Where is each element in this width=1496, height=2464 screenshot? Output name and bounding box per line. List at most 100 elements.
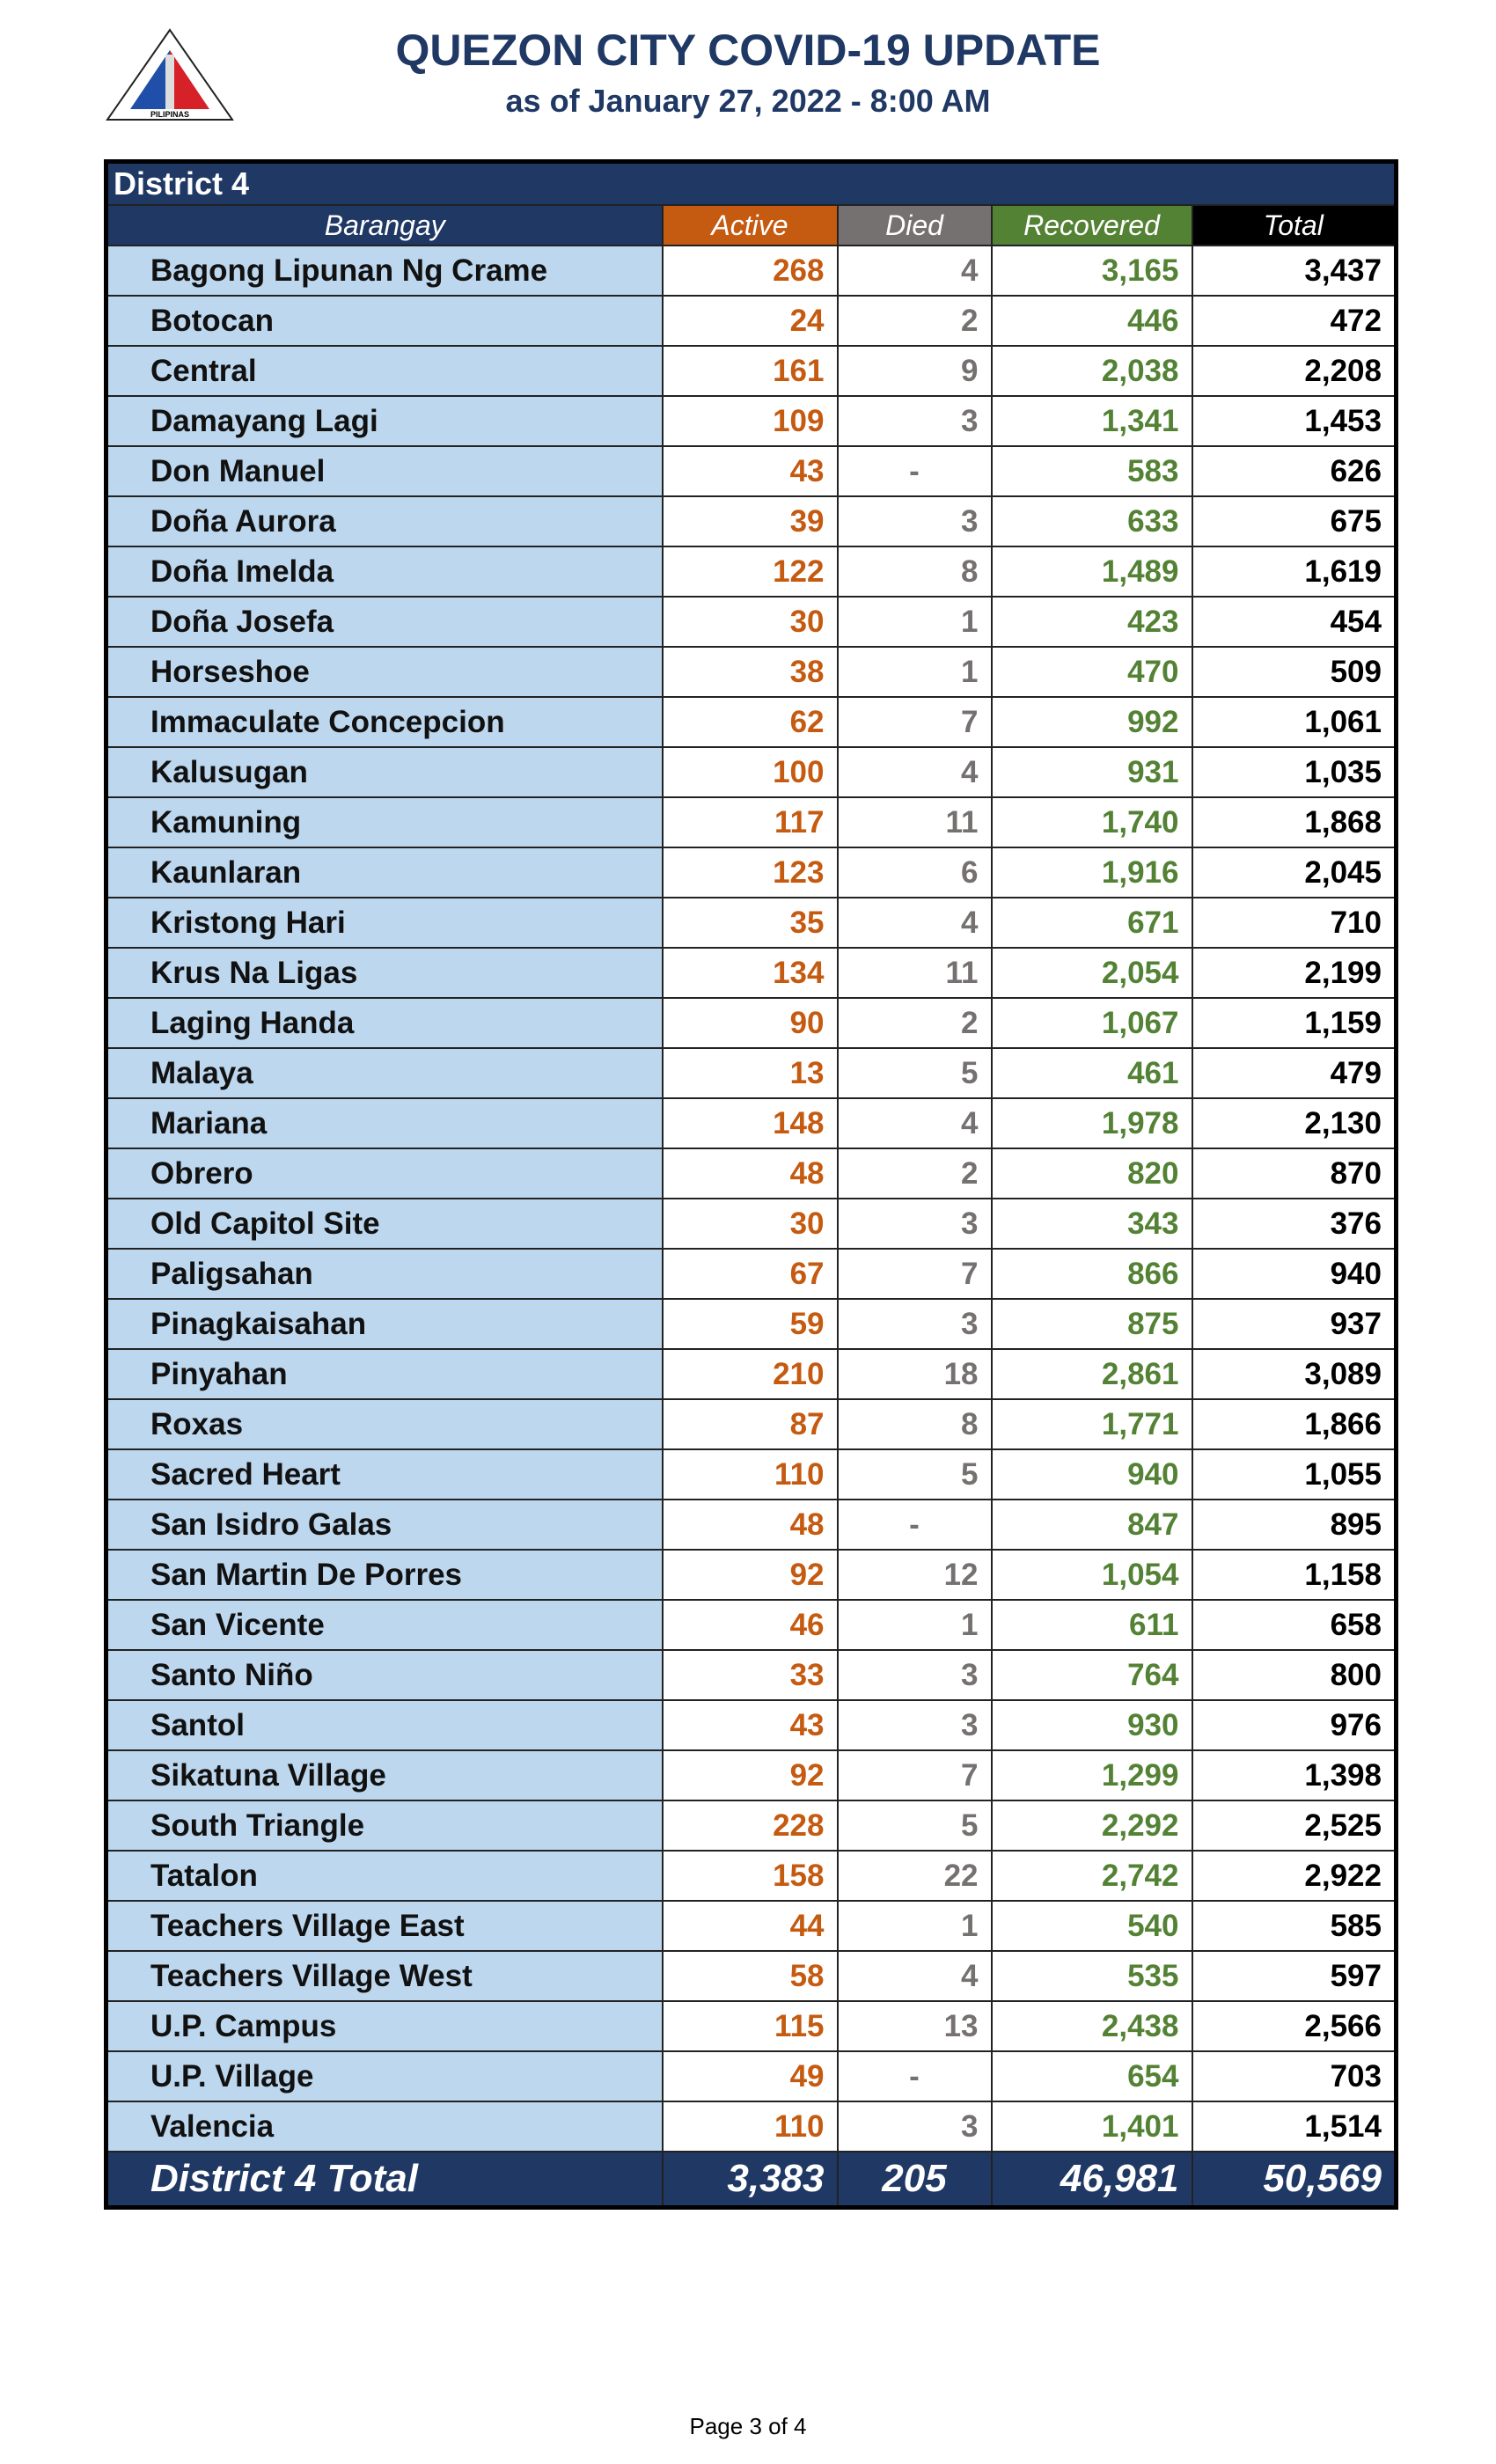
quezon-city-seal-logo: PILIPINAS [106,28,234,121]
table-row: Damayang Lagi 109 3 1,341 1,453 [105,395,1397,447]
cell-barangay: San Vicente [105,1599,664,1651]
cell-died: 4 [836,897,993,949]
cell-barangay: Malaya [105,1047,664,1099]
table-row: Sacred Heart 110 5 940 1,055 [105,1448,1397,1500]
cell-recovered: 1,978 [990,1097,1193,1149]
district-cases-table: District 4 Barangay Active Died Recovere… [104,159,1398,2210]
table-row: Tatalon 158 22 2,742 2,922 [105,1850,1397,1902]
cell-total: 2,199 [1191,947,1397,999]
cell-died: 3 [836,495,993,547]
cell-died: - [836,2050,993,2102]
cell-barangay: San Martin De Porres [105,1549,664,1601]
cell-barangay: San Isidro Galas [105,1499,664,1551]
cell-total: 937 [1191,1298,1397,1350]
column-header-recovered: Recovered [990,204,1193,246]
cell-total: 1,453 [1191,395,1397,447]
cell-died: 6 [836,847,993,898]
cell-died: 3 [836,1649,993,1701]
cell-recovered: 1,771 [990,1398,1193,1450]
table-row: Teachers Village West 58 4 535 597 [105,1950,1397,2002]
cell-total: 1,055 [1191,1448,1397,1500]
cell-recovered: 535 [990,1950,1193,2002]
cell-active: 38 [661,646,839,698]
cell-total: 895 [1191,1499,1397,1551]
table-row: Sikatuna Village 92 7 1,299 1,398 [105,1749,1397,1801]
cell-died: 2 [836,295,993,347]
cell-total: 940 [1191,1248,1397,1300]
cell-died: 4 [836,245,993,297]
cell-recovered: 611 [990,1599,1193,1651]
cell-recovered: 671 [990,897,1193,949]
cell-total: 2,045 [1191,847,1397,898]
cell-total: 710 [1191,897,1397,949]
cell-died: 3 [836,1298,993,1350]
cell-total: 626 [1191,445,1397,497]
cell-recovered: 1,916 [990,847,1193,898]
table-row: Mariana 148 4 1,978 2,130 [105,1097,1397,1149]
cell-recovered: 1,401 [990,2101,1193,2152]
cell-active: 100 [661,746,839,798]
page-title: QUEZON CITY COVID-19 UPDATE [395,26,1101,75]
cell-total: 1,159 [1191,997,1397,1049]
page-number: Page 3 of 4 [689,2413,807,2439]
cell-died: 8 [836,546,993,598]
cell-barangay: Santol [105,1699,664,1751]
cell-active: 46 [661,1599,839,1651]
column-header-total: Total [1191,204,1397,246]
cell-total: 472 [1191,295,1397,347]
cell-recovered: 540 [990,1900,1193,1952]
cell-active: 92 [661,1549,839,1601]
cell-total: 454 [1191,596,1397,648]
cell-barangay: Don Manuel [105,445,664,497]
cell-active: 134 [661,947,839,999]
cell-active: 33 [661,1649,839,1701]
cell-barangay: Bagong Lipunan Ng Crame [105,245,664,297]
table-row: U.P. Village 49-654 703 [105,2050,1397,2102]
cell-died: 4 [836,1950,993,2002]
cell-barangay: Botocan [105,295,664,347]
cell-barangay: Teachers Village West [105,1950,664,2002]
cell-barangay: Roxas [105,1398,664,1450]
column-header-active: Active [661,204,839,246]
cell-total: 870 [1191,1148,1397,1199]
cell-barangay: Old Capitol Site [105,1198,664,1250]
table-row: Kalusugan 100 4 931 1,035 [105,746,1397,798]
cell-recovered: 343 [990,1198,1193,1250]
table-row: Kamuning 117 11 1,740 1,868 [105,796,1397,848]
table-row: Roxas 87 8 1,771 1,866 [105,1398,1397,1450]
cell-active: 87 [661,1398,839,1450]
cell-barangay: Mariana [105,1097,664,1149]
cell-total: 3,089 [1191,1348,1397,1400]
cell-active: 123 [661,847,839,898]
cell-recovered: 1,341 [990,395,1193,447]
cell-barangay: Kalusugan [105,746,664,798]
cell-died: - [836,1499,993,1551]
district-total-row: District 4 Total 3,383 205 46,981 50,569 [105,2151,1397,2209]
cell-died: 4 [836,746,993,798]
table-row: Santol 43 3 930 976 [105,1699,1397,1751]
cell-died: 22 [836,1850,993,1902]
cell-died: 7 [836,696,993,748]
table-row: Santo Niño 33 3 764 800 [105,1649,1397,1701]
cell-barangay: U.P. Village [105,2050,664,2102]
total-died: 205 [836,2151,993,2209]
cell-recovered: 847 [990,1499,1193,1551]
cell-total: 976 [1191,1699,1397,1751]
cell-active: 48 [661,1499,839,1551]
cell-total: 1,158 [1191,1549,1397,1601]
cell-recovered: 1,299 [990,1749,1193,1801]
cell-recovered: 992 [990,696,1193,748]
cell-total: 479 [1191,1047,1397,1099]
cell-died: 3 [836,395,993,447]
cell-barangay: Obrero [105,1148,664,1199]
cell-barangay: Sacred Heart [105,1448,664,1500]
cell-active: 161 [661,345,839,397]
cell-recovered: 2,742 [990,1850,1193,1902]
cell-died: 5 [836,1047,993,1099]
cell-barangay: Kristong Hari [105,897,664,949]
cell-died: 2 [836,1148,993,1199]
cell-died: 1 [836,596,993,648]
table-row: Don Manuel 43-583 626 [105,445,1397,497]
cell-barangay: Laging Handa [105,997,664,1049]
cell-died: 3 [836,2101,993,2152]
